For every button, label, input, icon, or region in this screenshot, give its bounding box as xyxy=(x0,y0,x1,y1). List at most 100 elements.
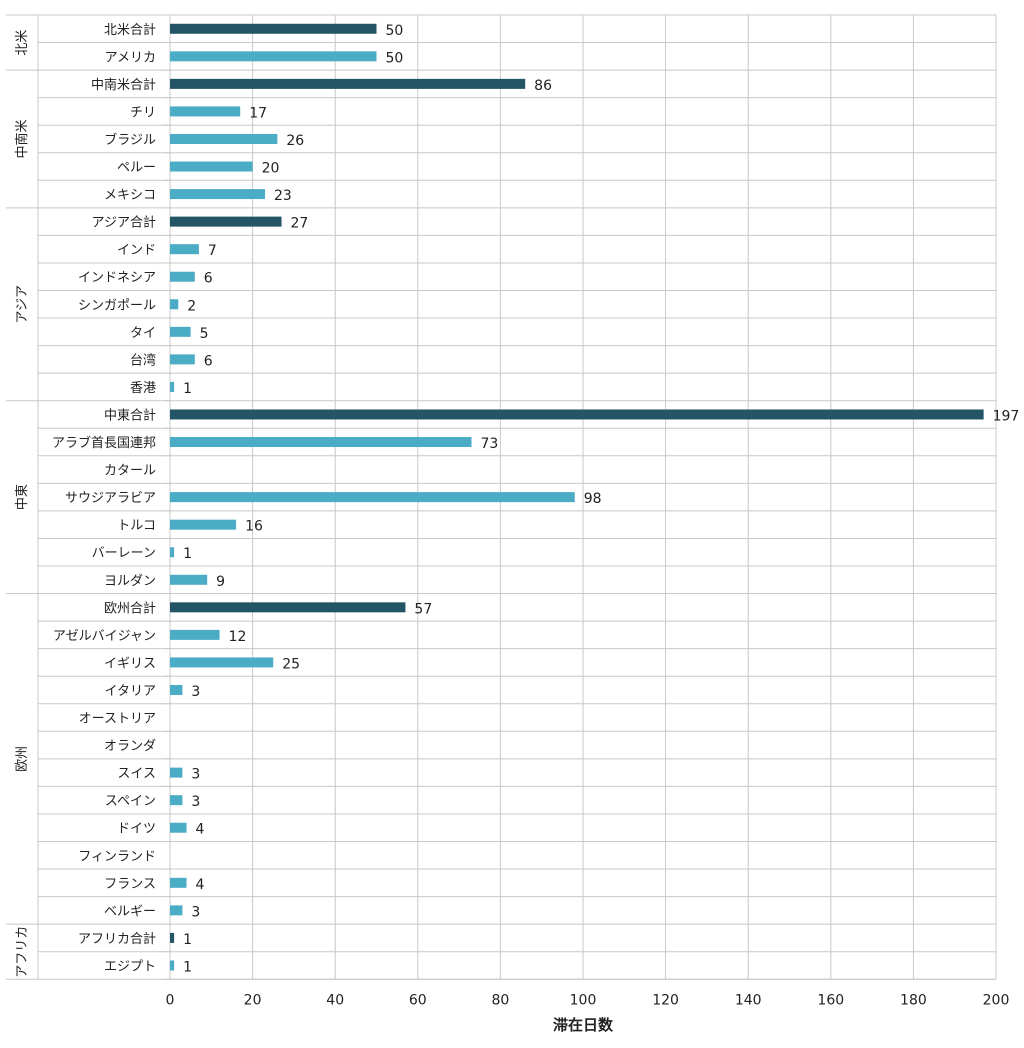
value-label: 98 xyxy=(584,491,602,507)
country-bar xyxy=(170,519,237,530)
value-label: 57 xyxy=(414,601,432,617)
category-label: アメリカ xyxy=(105,50,156,65)
value-label: 197 xyxy=(993,408,1020,424)
category-label: インド xyxy=(117,243,156,258)
category-label: ベルギー xyxy=(104,904,156,919)
country-bar xyxy=(170,960,175,971)
country-bar xyxy=(170,354,195,365)
category-label: ドイツ xyxy=(117,822,156,837)
category-label: ヨルダン xyxy=(104,574,156,589)
country-bar xyxy=(170,767,183,778)
category-label: アラブ首長国連邦 xyxy=(52,435,156,451)
category-label: スペイン xyxy=(105,794,156,809)
total-bar xyxy=(170,602,406,613)
value-label: 9 xyxy=(216,574,225,590)
country-bar xyxy=(170,244,199,255)
total-bar xyxy=(170,23,377,34)
country-bar xyxy=(170,161,253,172)
value-label: 50 xyxy=(386,23,404,39)
group-label: アフリカ xyxy=(15,926,30,978)
category-label: 香港 xyxy=(130,381,156,396)
country-bar xyxy=(170,657,274,668)
country-bar xyxy=(170,189,265,200)
country-bar xyxy=(170,51,377,62)
x-tick-label: 80 xyxy=(491,992,509,1008)
group-label: 中南米 xyxy=(14,119,30,158)
x-tick-label: 100 xyxy=(570,992,597,1008)
category-label: カタール xyxy=(104,464,156,479)
total-bar xyxy=(170,932,175,943)
value-label: 1 xyxy=(183,546,192,562)
category-label: オランダ xyxy=(104,739,156,754)
country-bar xyxy=(170,106,241,117)
category-label: シンガポール xyxy=(78,298,156,313)
category-label: オーストリア xyxy=(79,712,156,727)
value-label: 4 xyxy=(196,822,205,838)
category-label: チリ xyxy=(130,105,156,120)
category-label: イギリス xyxy=(104,656,156,671)
value-label: 5 xyxy=(200,326,209,342)
value-label: 3 xyxy=(191,767,200,783)
category-label: インドネシア xyxy=(78,271,156,286)
country-bar xyxy=(170,574,208,585)
category-label: 中東合計 xyxy=(104,407,156,423)
total-bar xyxy=(170,409,984,420)
value-label: 6 xyxy=(204,353,213,369)
value-label: 73 xyxy=(480,436,498,452)
category-label: アゼルバイジャン xyxy=(53,629,156,644)
value-label: 1 xyxy=(183,932,192,948)
x-tick-label: 20 xyxy=(244,992,262,1008)
x-tick-label: 40 xyxy=(326,992,344,1008)
x-axis-title: 滞在日数 xyxy=(553,1016,614,1034)
country-bar xyxy=(170,299,179,310)
country-bar xyxy=(170,905,183,916)
category-label: スイス xyxy=(117,767,156,782)
value-label: 20 xyxy=(262,161,280,177)
country-bar xyxy=(170,381,175,392)
value-label: 25 xyxy=(282,656,300,672)
value-label: 7 xyxy=(208,243,217,259)
category-label: ペルー xyxy=(117,161,156,176)
country-bar xyxy=(170,547,175,558)
country-bar xyxy=(170,326,191,337)
category-label: 北米合計 xyxy=(104,22,156,38)
x-tick-label: 60 xyxy=(409,992,427,1008)
total-bar xyxy=(170,216,282,227)
x-tick-label: 0 xyxy=(166,992,175,1008)
x-tick-label: 180 xyxy=(900,992,927,1008)
value-label: 1 xyxy=(183,959,192,975)
value-label: 16 xyxy=(245,519,263,535)
country-bar xyxy=(170,684,183,695)
category-label: フランス xyxy=(104,877,156,892)
value-label: 1 xyxy=(183,381,192,397)
country-bar xyxy=(170,877,187,888)
value-label: 12 xyxy=(229,629,247,645)
category-label: 中南米合計 xyxy=(91,77,156,93)
value-label: 3 xyxy=(191,684,200,700)
category-label: メキシコ xyxy=(104,188,156,203)
category-label: バーレーン xyxy=(92,546,156,561)
category-label: サウジアラビア xyxy=(65,491,156,506)
value-label: 23 xyxy=(274,188,292,204)
category-label: エジプト xyxy=(104,959,156,974)
category-label: 欧州合計 xyxy=(104,600,156,616)
value-label: 26 xyxy=(286,133,304,149)
bars-layer xyxy=(170,23,984,971)
value-label: 6 xyxy=(204,271,213,287)
value-label: 17 xyxy=(249,105,267,121)
country-bar xyxy=(170,795,183,806)
group-label: 中東 xyxy=(14,484,30,510)
x-tick-label: 160 xyxy=(817,992,844,1008)
category-label: イタリア xyxy=(105,684,156,699)
category-label: アジア合計 xyxy=(92,215,156,231)
value-label: 3 xyxy=(191,794,200,810)
x-tick-label: 200 xyxy=(983,992,1010,1008)
country-bar xyxy=(170,629,220,640)
group-label: 北米 xyxy=(15,30,30,56)
category-label: トルコ xyxy=(117,519,156,534)
country-bar xyxy=(170,271,195,282)
value-label: 86 xyxy=(534,78,552,94)
